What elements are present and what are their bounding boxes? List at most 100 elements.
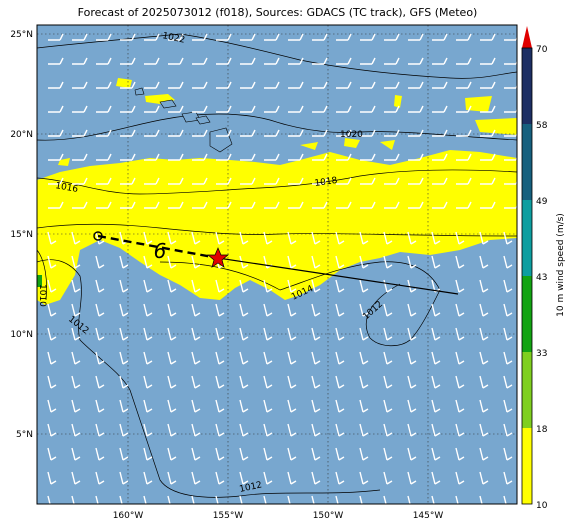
wind-barb <box>456 57 472 65</box>
wind-barb <box>359 495 363 504</box>
wind-barb <box>359 279 369 293</box>
tropical-storm-symbol: 6 <box>154 239 167 263</box>
wind-barb <box>455 231 465 245</box>
wind-barb <box>167 303 177 317</box>
wind-barb <box>215 423 225 437</box>
lat-label: 15°N <box>10 230 33 240</box>
wind-barb <box>456 105 472 113</box>
colorbar-tick: 10 <box>536 501 548 511</box>
hawaiian-islands <box>134 87 233 153</box>
wind-barb <box>407 447 417 461</box>
wind-barb <box>143 423 153 437</box>
wind-barb <box>240 153 256 161</box>
wind-barb <box>480 57 496 65</box>
wind-barb <box>408 57 424 65</box>
wind-barb <box>456 201 472 209</box>
wind-barb <box>432 81 448 89</box>
wind-barb <box>456 129 472 137</box>
wind-barb <box>311 303 321 317</box>
wind-barb <box>263 303 273 317</box>
isobar-label: 1010 <box>37 284 47 307</box>
wind-barb <box>383 471 393 485</box>
wind-barb <box>503 375 513 389</box>
wind-barb <box>359 423 369 437</box>
wind-barb <box>432 33 448 41</box>
wind-barb <box>407 327 417 341</box>
wind-barb <box>95 495 99 504</box>
wind-barb <box>120 105 136 113</box>
wind-barb <box>95 351 105 365</box>
wind-barb <box>71 375 81 389</box>
colorbar-extend-arrow <box>522 26 532 48</box>
wind-barb <box>119 279 129 293</box>
wind-barb <box>71 303 81 317</box>
longitude-labels: 160°W 155°W 150°W 145°W <box>113 511 444 521</box>
wind-barb <box>384 57 400 65</box>
wind-barb <box>71 231 81 245</box>
wind-barb <box>455 399 465 413</box>
wind-barb <box>311 231 321 245</box>
wind-barb <box>312 177 328 185</box>
wind-barb <box>455 423 465 437</box>
wind-barb <box>264 177 280 185</box>
wind-barb <box>95 327 105 341</box>
wind-barb <box>503 303 513 317</box>
wind-barb <box>336 57 352 65</box>
wind-barb <box>72 177 88 185</box>
wind-barb <box>192 81 208 89</box>
wind-barb <box>95 231 105 245</box>
wind-barb <box>311 351 321 365</box>
wind-barb <box>96 81 112 89</box>
wind-barb <box>384 33 400 41</box>
wind-barb <box>432 105 448 113</box>
wind-barb <box>143 327 153 341</box>
forecast-track-line <box>217 257 459 295</box>
wind-barb <box>239 399 249 413</box>
wind-barb <box>192 153 208 161</box>
wind-barb <box>431 231 441 245</box>
wind-barb <box>408 105 424 113</box>
wind-barb <box>119 399 129 413</box>
wind-barb <box>312 201 328 209</box>
colorbar-tick: 49 <box>536 197 548 207</box>
wind-barb <box>48 129 64 137</box>
wind-barb <box>95 399 105 413</box>
wind-barb <box>479 375 489 389</box>
wind-barb <box>288 33 304 41</box>
wind-barb <box>95 423 105 437</box>
wind-barb <box>312 129 328 137</box>
wind-barb <box>287 279 297 293</box>
wind-barb <box>431 255 441 269</box>
wind-barb <box>384 153 400 161</box>
wind-barb <box>480 129 496 137</box>
wind-barb <box>432 129 448 137</box>
wind-barb <box>240 81 256 89</box>
wind-barb <box>359 303 369 317</box>
wind-barb <box>335 495 339 504</box>
wind-barb <box>336 177 352 185</box>
wind-barb <box>191 375 201 389</box>
wind-barb <box>72 129 88 137</box>
wind-barb <box>264 201 280 209</box>
wind-barb <box>215 327 225 341</box>
wind-barb <box>95 471 105 485</box>
wind-barb <box>264 129 280 137</box>
wind-barb <box>288 105 304 113</box>
wind-barb <box>431 447 441 461</box>
wind-barb <box>263 231 273 245</box>
wind-barb <box>72 105 88 113</box>
wind-barb <box>240 177 256 185</box>
wind-barb <box>480 153 496 161</box>
wind-barb <box>47 255 57 269</box>
wind-barb <box>47 423 57 437</box>
lon-label: 155°W <box>213 511 244 521</box>
lat-label: 10°N <box>10 330 33 340</box>
wind-barb <box>263 327 273 341</box>
wind-barb <box>360 201 376 209</box>
wind-barb <box>456 81 472 89</box>
wind-barb <box>239 231 249 245</box>
wind-barb <box>384 201 400 209</box>
wind-barb <box>144 177 160 185</box>
wind-barb <box>168 201 184 209</box>
wind-barb <box>360 33 376 41</box>
